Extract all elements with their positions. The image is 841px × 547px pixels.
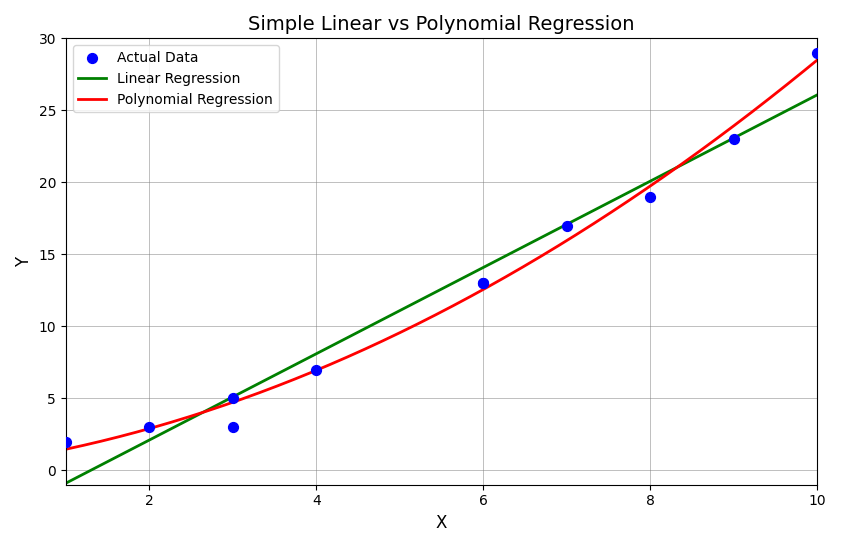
Polynomial Regression	[505, 271, 516, 277]
Polynomial Regression	[63, 445, 73, 452]
Polynomial Regression	[508, 269, 518, 276]
Polynomial Regression	[521, 262, 531, 269]
Linear Regression	[508, 249, 518, 255]
X-axis label: X: X	[436, 514, 447, 532]
Polynomial Regression	[812, 57, 822, 63]
Actual Data	[560, 221, 574, 230]
Actual Data	[643, 193, 657, 201]
Y-axis label: Y: Y	[15, 257, 33, 266]
Linear Regression	[505, 250, 516, 257]
Actual Data	[477, 279, 490, 288]
Actual Data	[226, 423, 240, 432]
Linear Regression	[61, 480, 71, 486]
Actual Data	[477, 279, 490, 288]
Title: Simple Linear vs Polynomial Regression: Simple Linear vs Polynomial Regression	[248, 15, 635, 34]
Legend: Actual Data, Linear Regression, Polynomial Regression: Actual Data, Linear Regression, Polynomi…	[73, 45, 278, 112]
Linear Regression	[742, 128, 752, 135]
Polynomial Regression	[694, 148, 704, 155]
Actual Data	[59, 437, 72, 446]
Line: Linear Regression: Linear Regression	[66, 95, 817, 483]
Linear Regression	[63, 479, 73, 485]
Linear Regression	[521, 242, 531, 249]
Polynomial Regression	[742, 113, 752, 119]
Linear Regression	[812, 91, 822, 98]
Linear Regression	[694, 153, 704, 159]
Actual Data	[727, 135, 740, 143]
Actual Data	[811, 48, 824, 57]
Polynomial Regression	[61, 446, 71, 452]
Actual Data	[143, 423, 156, 432]
Actual Data	[309, 365, 323, 374]
Actual Data	[226, 394, 240, 403]
Line: Polynomial Regression: Polynomial Regression	[66, 60, 817, 449]
